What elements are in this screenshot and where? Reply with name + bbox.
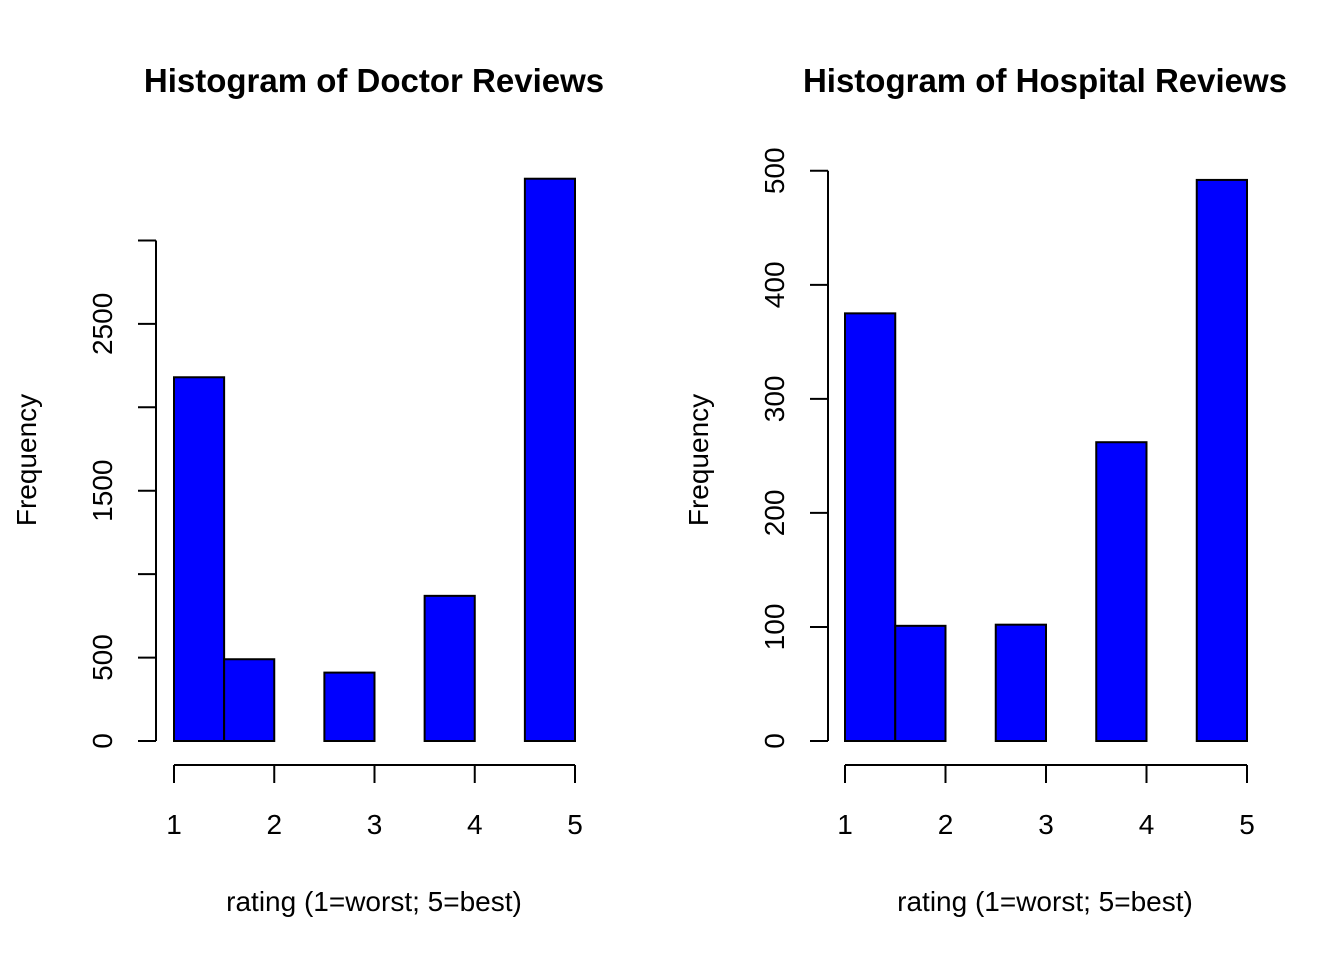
y-tick-label: 200 <box>759 490 790 537</box>
histogram-bar <box>1095 441 1148 742</box>
y-tick-label: 0 <box>87 733 118 749</box>
x-tick-label: 1 <box>837 809 853 840</box>
y-tick-label: 500 <box>87 634 118 681</box>
doctor-reviews-histogram: Histogram of Doctor Reviews 0 500 1500 2500… <box>11 62 604 917</box>
chart-title: Histogram of Doctor Reviews <box>144 62 604 99</box>
x-tick-label: 3 <box>1038 809 1054 840</box>
histogram-bar <box>223 658 276 743</box>
y-tick-label: 500 <box>759 147 790 194</box>
histogram-bar <box>173 376 226 742</box>
y-axis-label: Frequency <box>683 394 714 526</box>
bars <box>173 177 576 743</box>
y-tick-label: 100 <box>759 604 790 651</box>
x-tick-label: 2 <box>266 809 282 840</box>
y-tick-label: 0 <box>759 733 790 749</box>
x-tick-label: 4 <box>1139 809 1155 840</box>
y-tick-label: 2500 <box>87 293 118 355</box>
x-tick-label: 5 <box>1239 809 1255 840</box>
x-axis: 1 2 3 4 5 <box>837 764 1255 840</box>
x-tick-label: 4 <box>467 809 483 840</box>
histogram-bar <box>1195 178 1248 742</box>
x-axis: 1 2 3 4 5 <box>166 764 583 840</box>
histogram-bar <box>523 177 576 742</box>
y-tick-label: 400 <box>759 261 790 308</box>
bars <box>844 178 1248 742</box>
x-axis-label: rating (1=worst; 5=best) <box>897 886 1193 917</box>
y-axis: 0 100 200 300 400 500 <box>759 147 829 749</box>
y-tick-label: 300 <box>759 376 790 423</box>
y-tick-label: 1500 <box>87 460 118 522</box>
x-tick-label: 3 <box>367 809 383 840</box>
x-axis-label: rating (1=worst; 5=best) <box>226 886 522 917</box>
x-tick-label: 1 <box>166 809 182 840</box>
hospital-reviews-histogram: Histogram of Hospital Reviews 0 100 200 300… <box>683 62 1287 917</box>
x-tick-label: 2 <box>938 809 954 840</box>
x-tick-label: 5 <box>567 809 583 840</box>
histogram-bar <box>844 312 897 742</box>
y-axis-label: Frequency <box>11 394 42 526</box>
histogram-bar <box>994 623 1047 742</box>
y-axis: 0 500 1500 2500 <box>87 239 157 749</box>
histogram-bar <box>323 671 376 742</box>
histogram-bar <box>894 624 947 742</box>
histogram-bar <box>423 594 476 743</box>
chart-title: Histogram of Hospital Reviews <box>803 62 1287 99</box>
